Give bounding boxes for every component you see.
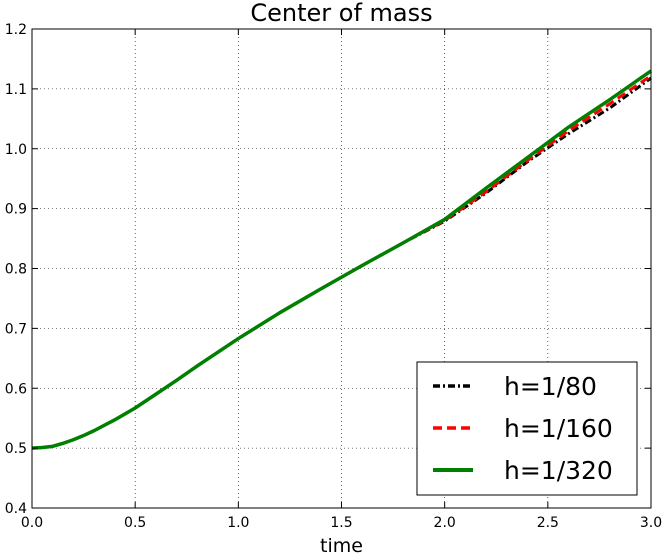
y-tick-label: 0.7 (5, 321, 27, 337)
x-tick-label: 3.0 (640, 515, 662, 531)
chart-title: Center of mass (250, 0, 432, 27)
y-tick-label: 0.6 (5, 381, 27, 397)
legend-label: h=1/160 (504, 414, 613, 443)
series-lines (31, 69, 653, 450)
x-tick-label: 2.0 (434, 515, 456, 531)
y-tick-label: 0.9 (5, 202, 27, 218)
x-tick-label: 0.0 (21, 515, 43, 531)
legend-label: h=1/320 (504, 456, 613, 485)
legend-label: h=1/80 (504, 372, 597, 401)
y-tick-label: 1.2 (5, 22, 27, 38)
series-line-3 (31, 69, 653, 450)
x-axis-label: time (320, 535, 363, 556)
y-tick-label: 0.4 (5, 501, 27, 517)
x-tick-label: 1.5 (330, 515, 352, 531)
y-tick-label: 0.5 (5, 441, 27, 457)
y-tick-label: 1.0 (5, 142, 27, 158)
y-tick-label: 0.8 (5, 262, 27, 278)
x-tick-label: 2.5 (537, 515, 559, 531)
x-tick-label: 0.5 (124, 515, 146, 531)
y-tick-label: 1.1 (5, 82, 27, 98)
legend: h=1/80 h=1/160 h=1/320 (416, 361, 638, 496)
axis-ticks: 0.0 0.5 1.0 1.5 2.0 2.5 3.0 0.4 0.5 0.6 0.7 0.8 0.9 1… (5, 22, 662, 531)
x-tick-label: 1.0 (227, 515, 249, 531)
